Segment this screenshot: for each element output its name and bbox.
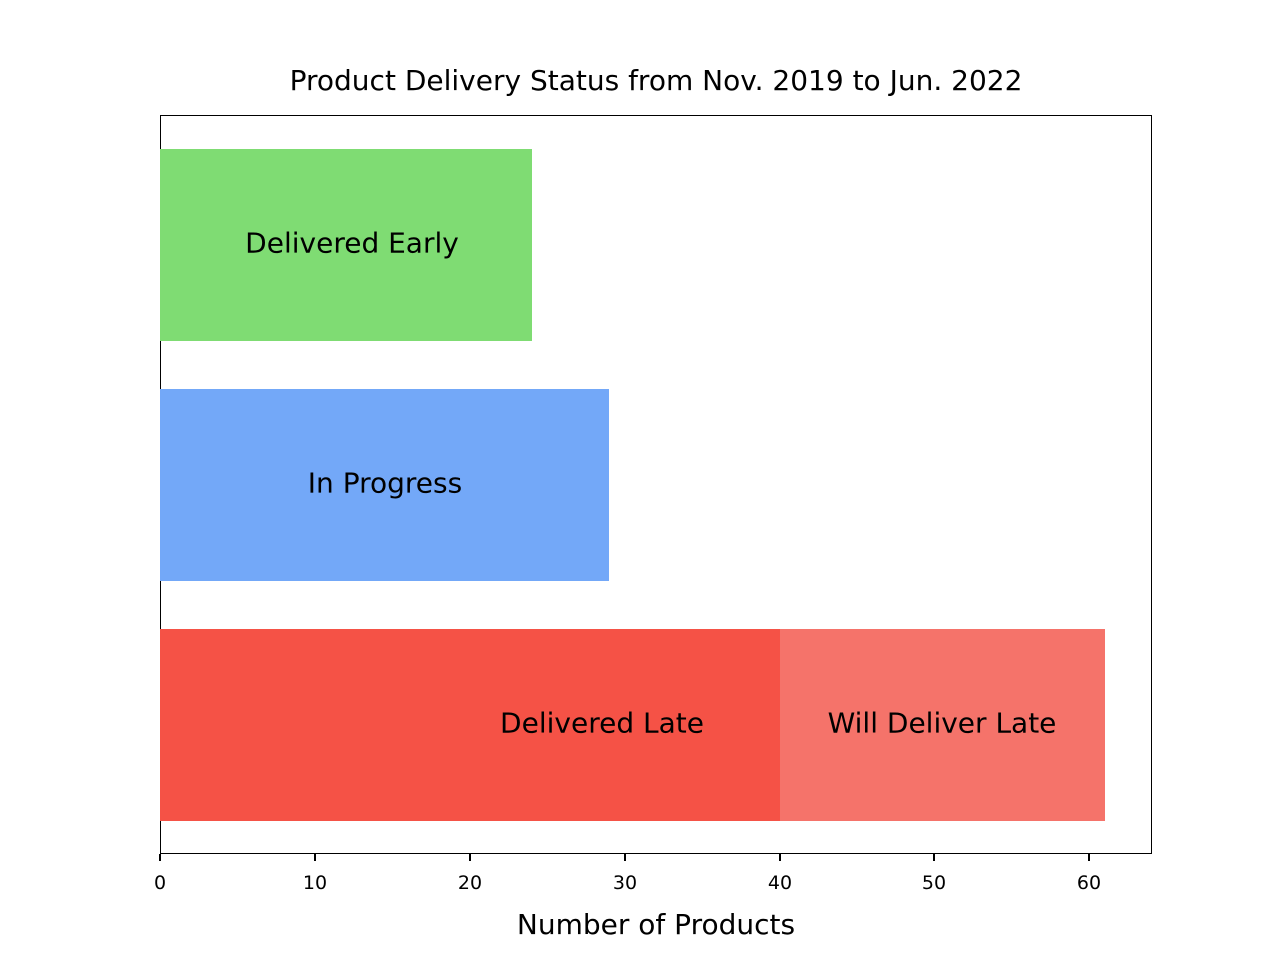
x-tick-label: 10 — [302, 872, 328, 894]
x-tick-label: 0 — [153, 872, 167, 894]
x-tick-label: 60 — [1076, 872, 1102, 894]
chart-title: Product Delivery Status from Nov. 2019 t… — [289, 64, 1023, 97]
x-axis-label: Number of Products — [516, 908, 796, 941]
bar-delivered-early — [160, 149, 532, 341]
x-tick — [624, 854, 626, 861]
x-tick-label: 30 — [612, 872, 638, 894]
x-tick-label: 20 — [457, 872, 483, 894]
x-tick-label: 50 — [921, 872, 947, 894]
bar-label-delivered-late: Delivered Late — [500, 706, 704, 740]
x-tick — [933, 854, 935, 861]
x-tick-label: 40 — [767, 872, 793, 894]
bar-in-progress — [160, 389, 609, 581]
x-tick — [314, 854, 316, 861]
bar-delivered-late — [160, 629, 780, 821]
bar-label-delivered-early: Delivered Early — [245, 226, 459, 260]
x-tick — [779, 854, 781, 861]
x-tick — [159, 854, 161, 861]
bar-will-deliver-late — [780, 629, 1105, 821]
x-tick — [469, 854, 471, 861]
bar-label-in-progress: In Progress — [307, 466, 463, 500]
bar-label-will-deliver-late: Will Deliver Late — [827, 706, 1057, 740]
x-tick — [1088, 854, 1090, 861]
